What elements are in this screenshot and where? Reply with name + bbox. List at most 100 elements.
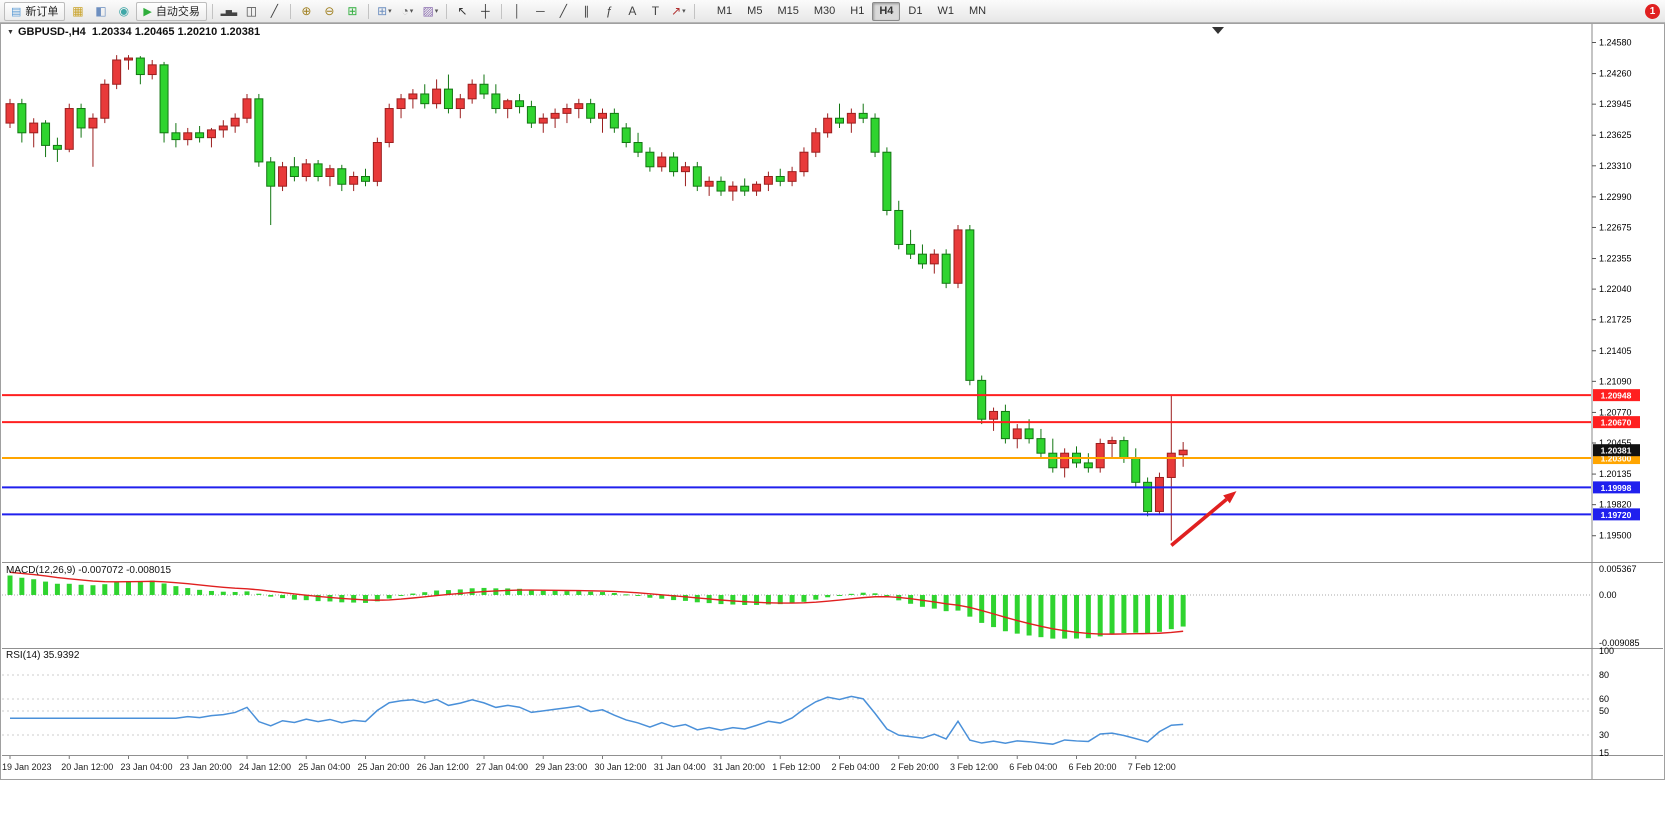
auto-trading-button[interactable]: ▶ 自动交易	[136, 1, 207, 21]
time-axis-label: 6 Feb 20:00	[1069, 762, 1117, 772]
candle	[147, 64, 157, 76]
macd-bar	[517, 588, 523, 595]
label-icon[interactable]: T	[645, 2, 666, 21]
candlestick-type-icon[interactable]: ◫	[241, 2, 262, 21]
timeframe-d1[interactable]: D1	[908, 5, 923, 17]
candle	[1000, 410, 1010, 440]
timeframe-m1[interactable]: M1	[716, 5, 733, 17]
timeframe-w1[interactable]: W1	[937, 5, 954, 17]
time-axis: 19 Jan 2023 20 Jan 12:00 23 Jan 04:00 23 Ja…	[2, 756, 1176, 772]
candle	[278, 166, 288, 187]
scroll-position-marker-icon[interactable]	[1212, 27, 1224, 34]
macd-bar	[682, 594, 688, 601]
macd-bar	[979, 594, 985, 623]
candle	[29, 122, 39, 134]
crosshair-icon[interactable]: ┼	[475, 2, 496, 21]
price-line-label-box[interactable]	[1593, 389, 1640, 402]
trendline-icon[interactable]: ╱	[553, 2, 574, 21]
chart-info-line: ▼ GBPUSD-,H4 1.20334 1.20465 1.20210 1.2…	[7, 26, 260, 38]
macd-bar	[1121, 594, 1127, 634]
bar-chart-type-icon[interactable]: ▂▅▃	[218, 2, 239, 21]
timeframe-m15[interactable]: M15	[777, 5, 799, 17]
data-window-icon[interactable]: ◧	[90, 2, 111, 21]
timeframe-h4[interactable]: H4	[872, 1, 901, 21]
price-line-label-box[interactable]	[1593, 416, 1640, 429]
macd-bar	[671, 594, 677, 601]
ohlc-info-text: GBPUSD-,H4 1.20334 1.20465 1.20210 1.203…	[17, 26, 261, 38]
candle	[858, 112, 868, 119]
timeframe-m30[interactable]: M30	[813, 5, 836, 17]
macd-bar	[434, 590, 440, 595]
annotation-arrow[interactable]	[1170, 491, 1237, 547]
new-chart-icon[interactable]: ⊞ ▾	[374, 2, 395, 21]
channel-icon[interactable]: ∥	[576, 2, 597, 21]
line-chart-type-icon[interactable]: ╱	[264, 2, 285, 21]
tile-windows-icon[interactable]: ⊞	[342, 2, 363, 21]
templates-icon[interactable]: ▨ ▾	[420, 2, 441, 21]
vertical-line-icon[interactable]: │	[507, 2, 528, 21]
timeframe-m5[interactable]: M5	[747, 5, 763, 17]
macd-signal-line	[9, 571, 1184, 635]
candle	[124, 57, 133, 61]
rsi-axis-label: 100	[1599, 646, 1614, 656]
candle	[894, 209, 904, 245]
candle	[562, 108, 572, 114]
macd-axis-label: -0.009085	[1599, 638, 1640, 648]
zoom-out-icon[interactable]: ⊖	[319, 2, 340, 21]
macd-bar	[185, 588, 191, 595]
price-axis: 1.24580 1.24260 1.23945 1.23625 1.23310 1.229…	[1592, 38, 1632, 541]
timeframe-h1[interactable]: H1	[850, 5, 865, 17]
candle	[1143, 481, 1153, 512]
new-order-button[interactable]: ▤ 新订单	[4, 1, 66, 21]
candle	[515, 100, 525, 108]
candle	[1024, 428, 1034, 440]
notification-badge[interactable]: 1	[1645, 4, 1660, 19]
macd-bar	[955, 594, 961, 611]
macd-bar	[114, 582, 120, 595]
candle	[206, 129, 216, 139]
navigator-icon[interactable]: ◉	[113, 2, 134, 21]
macd-bar	[256, 593, 262, 595]
current-price-label: 1.20381	[1601, 446, 1632, 456]
time-axis-label: 7 Feb 12:00	[1128, 762, 1176, 772]
price-line-label-box[interactable]	[1593, 508, 1640, 521]
candle	[183, 132, 193, 141]
candle	[965, 229, 975, 381]
cursor-icon[interactable]: ↖	[452, 2, 473, 21]
candle	[574, 103, 584, 110]
price-line-label-box[interactable]	[1593, 481, 1640, 494]
candle	[989, 410, 999, 420]
profiles-icon[interactable]: ◔ ▾	[397, 2, 418, 21]
macd-bar	[1156, 594, 1162, 632]
candle	[906, 243, 916, 255]
candle	[135, 57, 145, 76]
arrow-shaft	[1170, 498, 1228, 547]
rsi-axis-label: 50	[1599, 706, 1609, 716]
macd-bar	[884, 594, 890, 597]
time-axis-label: 31 Jan 04:00	[654, 762, 706, 772]
price-axis-label: 1.20135	[1599, 469, 1632, 479]
macd-bar	[505, 588, 511, 595]
macd-bar	[374, 594, 380, 602]
zoom-in-icon[interactable]: ⊕	[296, 2, 317, 21]
time-axis-label: 6 Feb 04:00	[1009, 762, 1057, 772]
timeframe-mn[interactable]: MN	[968, 5, 987, 17]
symbol-dropdown-icon[interactable]: ▼	[7, 28, 14, 36]
text-icon[interactable]: A	[622, 2, 643, 21]
chevron-down-icon: ▾	[388, 8, 392, 15]
channel-icon: ∥	[583, 4, 590, 18]
toolbar-separator	[289, 3, 291, 19]
macd-bar	[327, 594, 333, 602]
macd-bar	[765, 594, 771, 605]
macd-bar	[78, 584, 84, 595]
fibonacci-icon[interactable]: ƒ	[599, 2, 620, 21]
arrows-icon[interactable]: ↗ ▾	[668, 2, 689, 21]
horizontal-line-icon[interactable]: ─	[530, 2, 551, 21]
candle	[432, 88, 442, 105]
market-watch-icon[interactable]: ▦	[67, 2, 88, 21]
candle	[799, 151, 809, 173]
rsi-line	[10, 695, 1184, 745]
price-line-label: 1.20948	[1601, 391, 1632, 401]
macd-bar	[848, 593, 854, 595]
